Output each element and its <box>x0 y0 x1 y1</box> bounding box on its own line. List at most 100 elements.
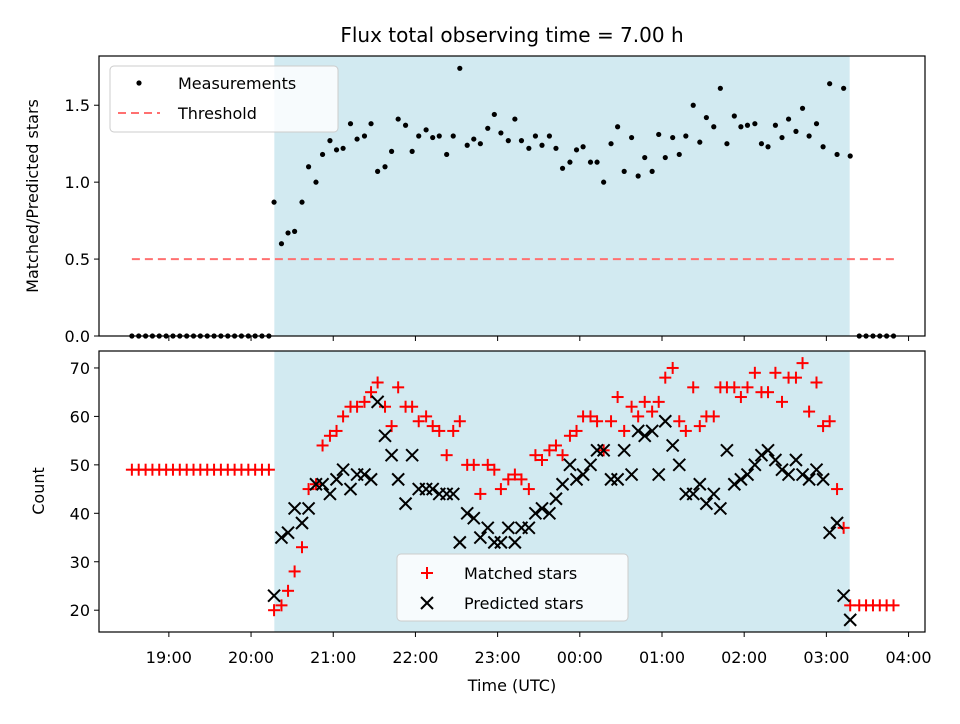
predicted-star-point <box>528 506 543 521</box>
measurement-point <box>744 122 751 128</box>
matched-star-point <box>810 376 823 389</box>
predicted-star-point <box>329 472 344 487</box>
matched-star-point <box>426 420 439 433</box>
measurement-point <box>758 141 765 147</box>
x-axis-label: Time (UTC) <box>467 676 556 695</box>
matched-star-point <box>323 429 336 442</box>
predicted-star-point <box>734 472 748 487</box>
measurement-point <box>615 124 621 130</box>
matched-star-point <box>316 439 329 452</box>
matched-star-point <box>796 357 809 370</box>
measurement-point <box>752 121 758 127</box>
predicted-star-point <box>555 477 570 491</box>
top-y-tick-label: 0.5 <box>65 250 90 269</box>
matched-star-point <box>584 410 597 423</box>
measurement-point <box>278 241 285 247</box>
predicted-star-point <box>631 424 645 438</box>
matched-star-point <box>666 361 679 374</box>
predicted-star-point <box>604 472 618 487</box>
measurement-point <box>402 122 409 128</box>
bottom-y-tick-label: 70 <box>70 359 90 378</box>
matched-star-point <box>611 391 624 404</box>
measurement-point <box>765 144 771 150</box>
measurement-point <box>505 138 511 144</box>
matched-star-point <box>412 415 425 428</box>
measurement-point <box>820 144 826 150</box>
predicted-star-point <box>364 472 378 487</box>
matched-star-point <box>467 458 480 471</box>
measurement-point <box>471 136 477 142</box>
measurement-point <box>793 128 799 134</box>
bottom-legend: Matched stars Predicted stars <box>396 553 629 622</box>
measurement-point <box>772 122 779 128</box>
measurement-point <box>779 134 785 141</box>
predicted-star-point <box>487 535 502 550</box>
legend-measurements-label: Measurements <box>178 74 296 93</box>
measurement-point <box>683 133 689 139</box>
matched-star-point <box>522 483 535 496</box>
bottom-y-tick-label: 30 <box>70 553 90 572</box>
predicted-star-point <box>789 453 803 467</box>
predicted-star-point <box>665 438 680 453</box>
predicted-star-point <box>652 467 666 482</box>
predicted-star-point <box>748 458 762 472</box>
matched-star-point <box>748 366 761 379</box>
top-y-tick-label: 1.5 <box>65 96 90 115</box>
predicted-star-point <box>830 516 844 530</box>
measurement-point <box>526 145 532 151</box>
matched-star-point <box>481 458 494 471</box>
matched-star-point <box>556 449 569 462</box>
matched-star-point <box>288 565 301 578</box>
bottom-y-axis-label: Count <box>29 467 48 515</box>
measurement-point <box>621 168 627 174</box>
matched-star-point <box>420 410 433 423</box>
ratio-panel: 0.0 0.5 1.0 1.5 Matched/Predicted stars Mea… <box>23 55 926 346</box>
measurement-point <box>292 228 298 234</box>
predicted-star-point <box>309 477 323 491</box>
matched-star-point <box>707 410 720 423</box>
predicted-star-point <box>473 530 488 545</box>
measurement-point <box>649 168 655 174</box>
matched-star-point <box>296 541 309 554</box>
matched-star-point <box>385 420 398 433</box>
measurement-point <box>731 113 737 119</box>
measurement-point <box>485 125 491 131</box>
matched-star-point <box>679 424 692 437</box>
top-ticks: 0.0 0.5 1.0 1.5 <box>65 96 910 346</box>
bottom-y-tick-label: 60 <box>70 407 90 426</box>
measurement-point <box>305 164 312 170</box>
x-tick-label: 19:00 <box>146 648 192 667</box>
legend-predicted-marker <box>420 596 434 610</box>
matched-star-point <box>508 468 521 481</box>
predicted-star-point <box>761 443 775 458</box>
measurement-point <box>368 121 374 127</box>
measurement-point <box>333 147 340 153</box>
predicted-star-point <box>274 530 289 545</box>
predicted-star-point <box>843 613 857 627</box>
matched-star-point <box>741 381 754 394</box>
predicted-star-point <box>535 501 549 516</box>
top-y-axis-label: Matched/Predicted stars <box>23 99 42 293</box>
x-tick-label: 21:00 <box>310 648 356 667</box>
measurement-point <box>573 147 580 153</box>
matched-star-point <box>803 405 816 418</box>
x-tick-label: 20:00 <box>228 648 274 667</box>
measurement-point <box>580 144 586 150</box>
predicted-star-point <box>720 443 734 458</box>
matched-star-point <box>365 386 378 399</box>
measurement-point <box>457 65 463 71</box>
matched-star-point <box>447 424 460 437</box>
matched-star-point <box>887 599 900 612</box>
measurement-point <box>711 124 717 130</box>
matched-star-point <box>529 449 542 462</box>
matched-star-point <box>440 449 453 462</box>
x-tick-label: 01:00 <box>639 648 685 667</box>
bottom-ticks: 20 30 40 50 60 70 19:00 20:00 21:00 22:00 23:00 00:… <box>70 359 932 667</box>
predicted-star-point <box>836 588 851 603</box>
predicted-star-point <box>563 458 577 472</box>
matched-star-point <box>433 424 446 437</box>
predicted-star-point <box>384 448 399 462</box>
bottom-plot-marks <box>125 357 900 627</box>
measurement-point <box>430 134 436 141</box>
measurement-point <box>567 159 573 165</box>
